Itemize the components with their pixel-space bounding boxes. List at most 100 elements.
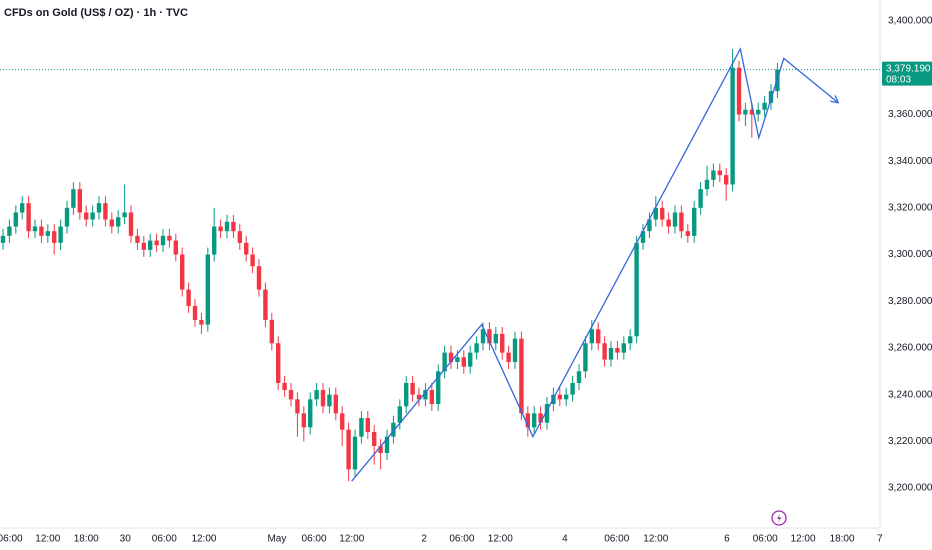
candle-body [346,429,351,470]
candle-body [327,394,332,407]
candle-body [256,266,262,290]
candle-body [564,394,569,400]
candle-body [250,254,255,267]
candle-body [634,242,639,337]
x-tick-label: 06:00 [604,534,629,545]
candle-body [621,343,627,353]
y-tick-label: 3,300.000 [888,249,932,260]
candle-body [32,226,38,232]
y-tick-label: 3,240.000 [888,389,932,400]
candle-body [352,436,358,470]
candle-body [416,394,422,400]
candle-body [0,235,6,243]
y-tick-label: 3,360.000 [888,109,932,120]
x-tick-label: May [267,534,286,545]
candle-body [167,235,172,241]
candle-body [679,212,684,232]
x-tick-label: 12:00 [35,534,60,545]
x-tick-label: 18:00 [830,534,855,545]
candle-body [13,212,19,227]
candle-body [231,221,236,232]
chart-title: CFDs on Gold (US$ / OZ) · 1h · TVC [4,7,188,19]
candle-body [404,382,409,407]
candle-body [436,371,441,404]
candle-body [423,389,428,400]
x-tick-label: 30 [120,534,132,545]
candle-body [7,226,12,236]
candle-body [77,189,83,213]
candle-body [576,371,582,383]
candle-body [442,352,447,372]
x-tick-label: 2 [421,534,427,545]
candle-body [704,179,710,190]
candle-body [122,212,127,218]
candle-body [525,413,531,428]
candle-body [602,343,607,360]
candle-body [218,226,223,232]
candle-body [589,329,595,344]
candle-body [660,207,665,220]
x-tick-label: 12:00 [339,534,364,545]
y-tick-label: 3,280.000 [888,296,932,307]
candle-body [109,219,115,227]
x-tick-label: 06:00 [302,534,327,545]
candle-body [653,207,659,220]
candle-body [685,231,691,236]
alert-icon-ring [771,510,787,526]
x-tick-label: 12:00 [790,534,815,545]
candle-body [39,226,44,236]
candle-body [84,212,89,220]
candle-body [173,240,179,255]
candle-body [314,389,319,400]
candle-body [474,343,479,353]
x-tick-label: 12:00 [643,534,668,545]
candle-body [212,226,217,255]
candle-body [532,413,537,428]
candle-body [711,170,716,180]
candle-body [372,432,377,447]
y-tick-label: 3,260.000 [888,343,932,354]
alert-icon[interactable] [771,510,787,526]
candle-body [378,446,383,454]
candle-body [359,418,364,437]
candle-body [506,352,511,362]
candle-body [570,382,575,395]
candle-body [756,109,761,115]
y-tick-label: 3,340.000 [888,156,932,167]
candle-body [135,235,140,243]
y-tick-label: 3,400.000 [888,16,932,27]
candle-body [205,254,211,325]
candle-body [301,413,307,428]
candle-body [391,422,396,437]
candle-body [103,203,108,220]
candle-body [308,399,313,428]
candle-body [340,413,345,430]
candle-body [320,389,326,407]
candle-body [493,333,499,344]
candle-body [52,231,57,243]
candle-body [141,242,147,250]
candle-body [96,203,102,213]
candle-body [487,329,492,344]
candle-body [192,305,198,320]
x-tick-label: 6 [724,534,730,545]
candle-body [544,403,550,423]
trend-arrowhead [830,95,840,104]
trend-line [351,47,839,482]
x-tick-label: 4 [562,534,568,545]
y-tick-label: 3,220.000 [888,436,932,447]
candle-body [45,231,51,236]
candle-body [743,109,748,115]
last-price-badge [882,61,932,86]
candle-body [480,329,486,344]
candle-body [90,212,95,220]
candle-body [199,319,204,325]
candle-body [615,347,620,353]
candle-body [263,289,268,320]
candle-body [384,436,390,454]
candle-body [730,67,735,185]
candle-body [647,219,652,232]
candle-body [583,343,588,372]
last-price-label: 3,379.190 [886,63,931,74]
